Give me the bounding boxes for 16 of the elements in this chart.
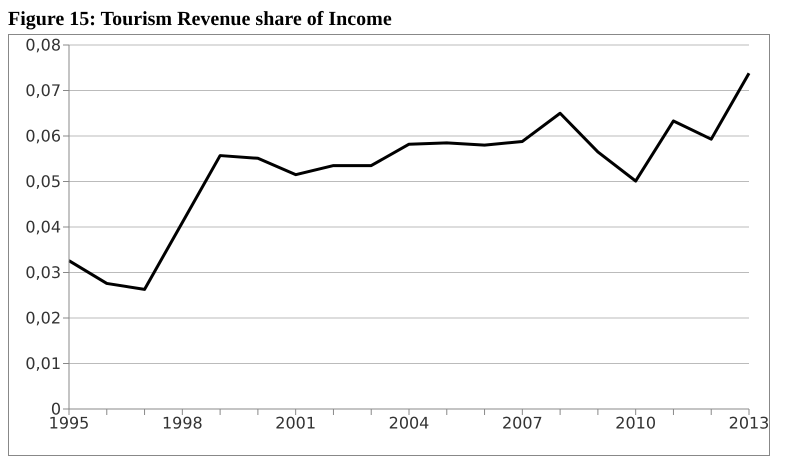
x-tick-label: 1998 — [162, 413, 203, 432]
y-tick-label: 0,07 — [25, 81, 61, 100]
chart-title: Figure 15: Tourism Revenue share of Income — [8, 8, 393, 32]
x-tick-label: 2004 — [388, 413, 430, 432]
x-tick-label: 2013 — [728, 413, 770, 432]
y-tick-label: 0,06 — [25, 126, 61, 146]
y-tick-label: 0,01 — [25, 354, 61, 374]
x-tick-label: 2010 — [615, 413, 656, 432]
y-tick-label: 0,05 — [25, 172, 61, 192]
x-tick-label: 2007 — [502, 413, 543, 432]
line-series — [68, 72, 750, 291]
x-tick-label: 2001 — [275, 413, 316, 432]
y-tick-label: 0,08 — [25, 36, 61, 55]
y-tick-label: 0,02 — [25, 308, 61, 328]
y-tick-label: 0,04 — [25, 218, 61, 237]
y-tick-label: 0,03 — [25, 263, 61, 282]
